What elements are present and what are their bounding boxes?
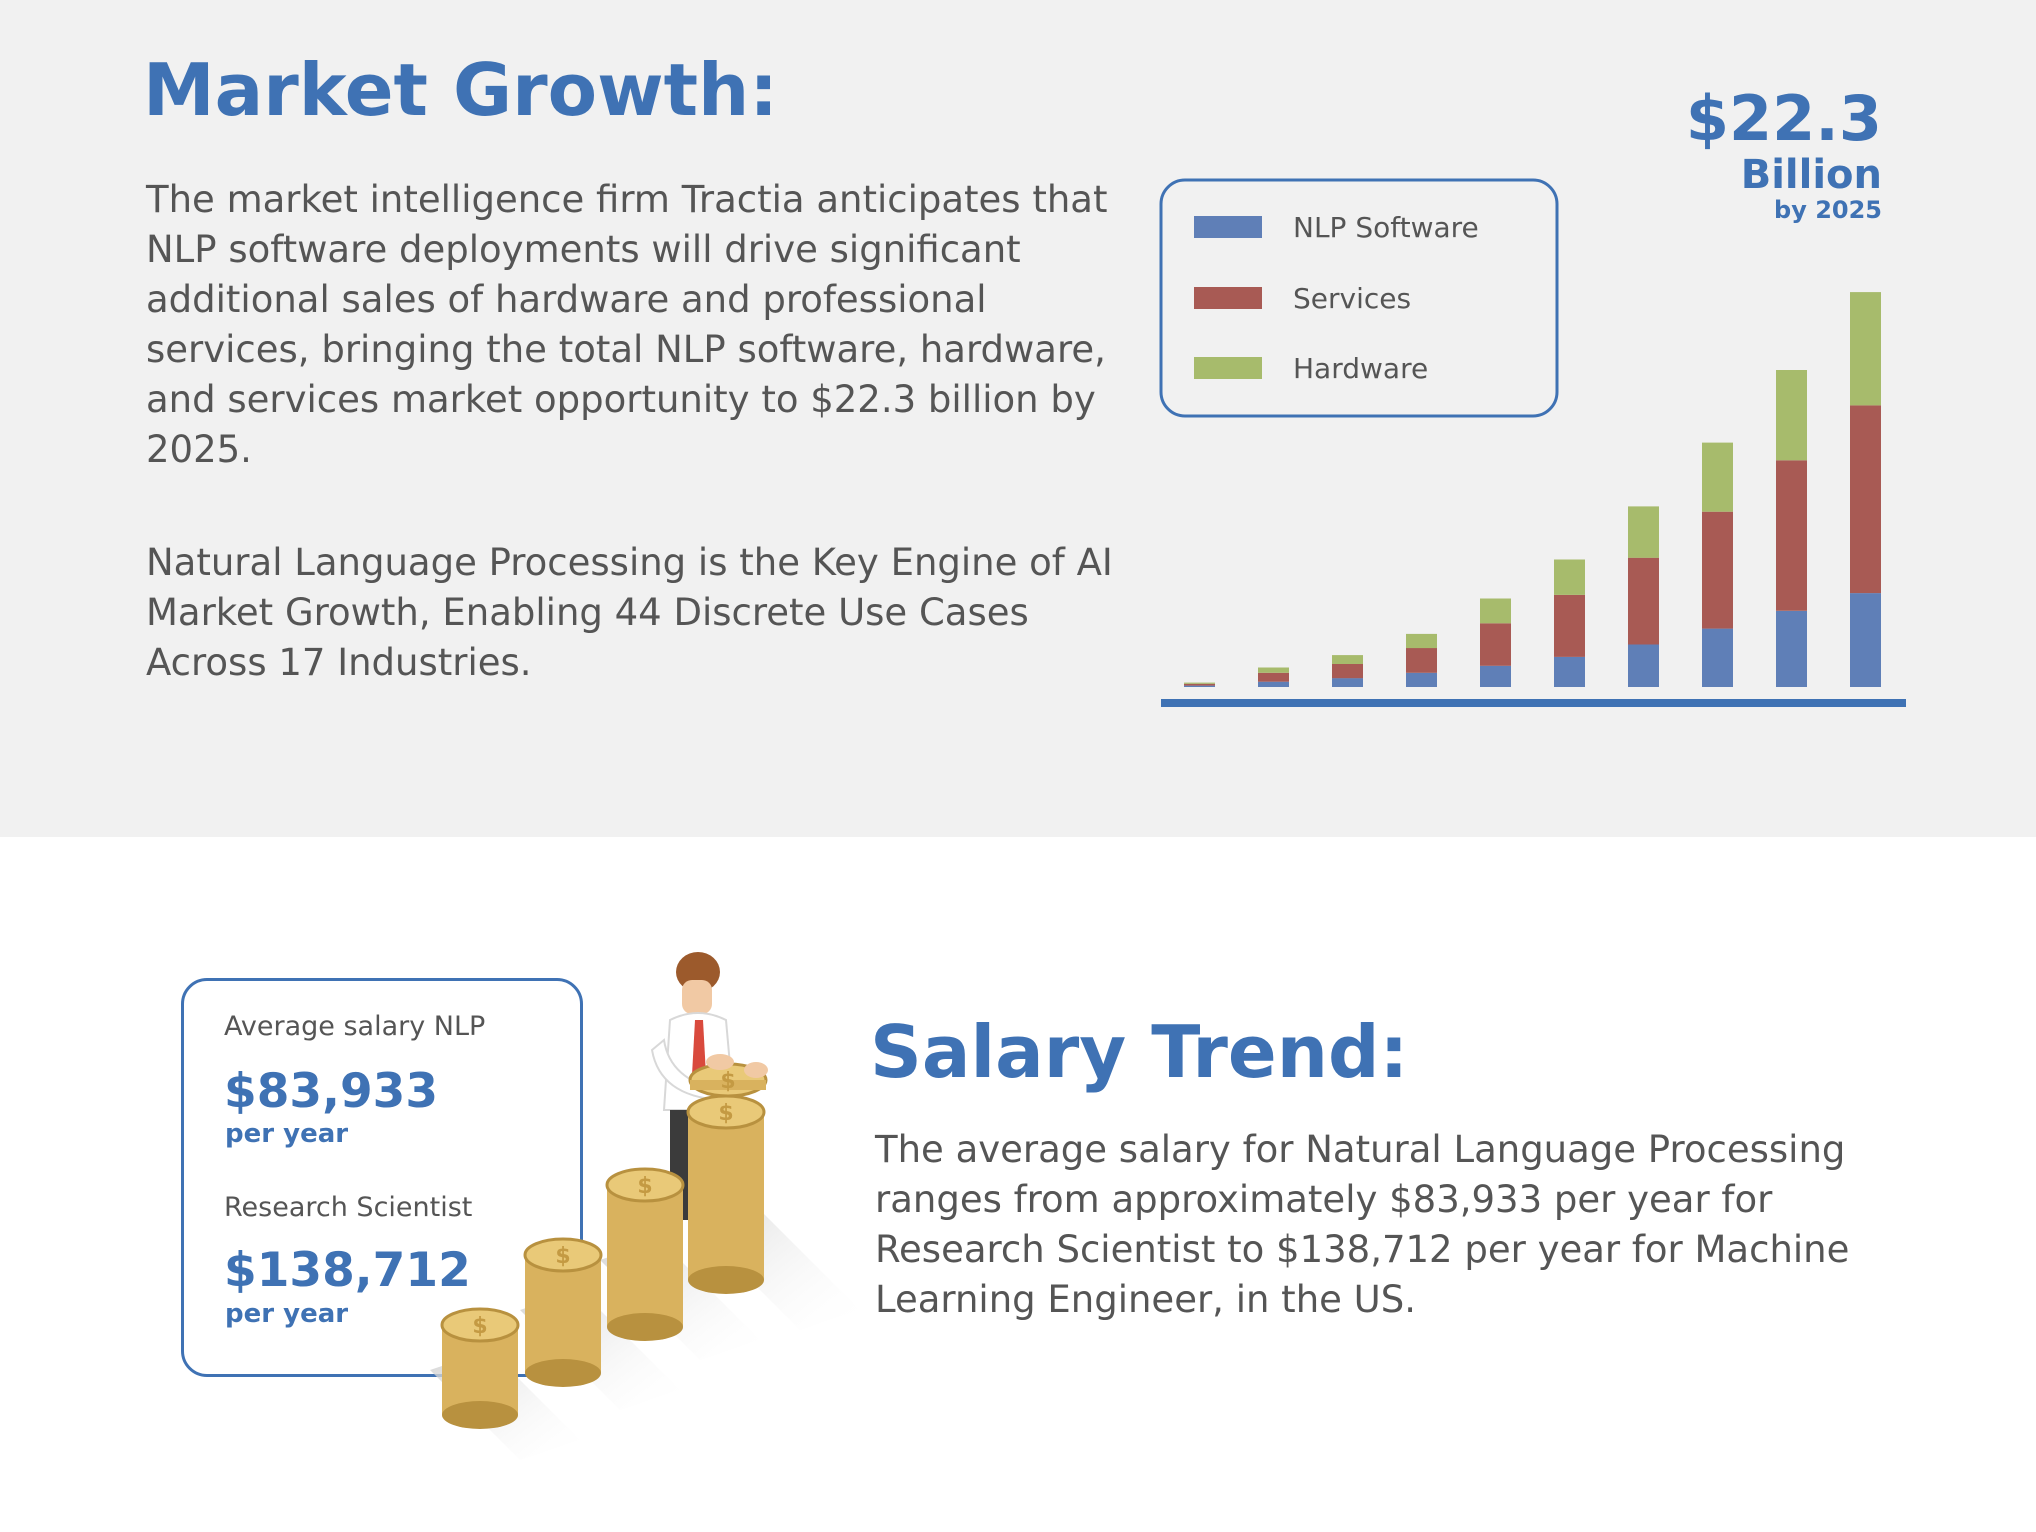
bar-segment-hardware-8 [1702,442,1733,512]
bar-segment-nlp-software-7 [1628,644,1659,687]
paragraph-line: 2025. [146,428,252,471]
total-value-year: by 2025 [1774,196,1882,224]
paragraph-line: additional sales of hardware and profess… [146,278,987,321]
average-salary-label: Average salary NLP [224,1011,486,1042]
businessman-stacking-coins-icon: $ $ $ $ $ [430,952,860,1460]
market-growth-chart: $22.3 Billion by 2025 NLP Software Servi… [1159,85,1906,707]
paragraph-line: NLP software deployments will drive sign… [146,228,1021,271]
svg-text:$: $ [555,1244,570,1269]
coin-stacks: $ $ $ $ $ [440,1054,768,1429]
research-scientist-label: Research Scientist [224,1192,473,1223]
bar-segment-services-9 [1776,460,1807,611]
bar-segment-services-4 [1406,648,1437,673]
bar-segment-nlp-software-10 [1850,593,1881,687]
bar-segment-hardware-1 [1184,682,1215,684]
salary-card: Average salary NLP $83,933 per year Rese… [181,978,583,1377]
paragraph-line: Across 17 Industries. [146,641,532,684]
bar-segment-nlp-software-9 [1776,610,1807,687]
paragraph-line: Learning Engineer, in the US. [875,1278,1416,1321]
legend-swatch-nlp-software [1194,216,1262,238]
bar-segment-hardware-3 [1332,655,1363,664]
svg-text:$: $ [718,1101,733,1126]
market-section-background [0,0,2036,837]
average-salary-unit: per year [225,1119,349,1149]
average-salary-value: $83,933 [224,1064,439,1119]
bar-segment-services-2 [1258,672,1289,682]
bar-segment-nlp-software-8 [1702,628,1733,687]
bar-segment-services-3 [1332,664,1363,679]
paragraph-line: services, bringing the total NLP softwar… [146,328,1106,371]
legend-swatch-hardware [1194,357,1262,379]
svg-text:$: $ [472,1314,487,1339]
paragraph-line: Research Scientist to $138,712 per year … [875,1228,1850,1271]
bar-segment-hardware-5 [1480,598,1511,624]
legend-frame [1159,178,1559,418]
market-paragraph-1: The market intelligence firm Tractia ant… [146,175,1107,475]
bar-segment-nlp-software-1 [1184,685,1215,687]
bar-segment-hardware-9 [1776,370,1807,461]
salary-paragraph: The average salary for Natural Language … [875,1125,1849,1325]
chart-legend: NLP Software Services Hardware [1159,178,1559,418]
legend-label-nlp-software: NLP Software [1293,211,1479,244]
bar-segment-services-10 [1850,405,1881,594]
paragraph-line: and services market opportunity to $22.3… [146,378,1096,421]
paragraph-line: Market Growth, Enabling 44 Discrete Use … [146,591,1029,634]
bar-segment-hardware-4 [1406,633,1437,649]
bar-segment-nlp-software-2 [1258,681,1289,687]
bar-segment-nlp-software-5 [1480,665,1511,687]
bar-segment-services-7 [1628,557,1659,645]
bar-segment-hardware-7 [1628,506,1659,558]
bar-segment-hardware-2 [1258,667,1289,673]
research-scientist-salary-unit: per year [225,1299,349,1329]
market-paragraph-2: Natural Language Processing is the Key E… [146,538,1113,688]
market-growth-title: Market Growth: [143,48,779,132]
chart-bars [1184,292,1881,687]
bar-segment-hardware-6 [1554,559,1585,595]
paragraph-line: Natural Language Processing is the Key E… [146,541,1113,584]
bar-segment-hardware-10 [1850,292,1881,406]
paragraph-line: The market intelligence firm Tractia ant… [146,178,1108,221]
total-value-unit: Billion [1741,152,1882,198]
legend-swatch-services [1194,287,1262,309]
salary-trend-title: Salary Trend: [870,1010,1409,1094]
svg-text:$: $ [637,1174,652,1199]
paragraph-line: ranges from approximately $83,933 per ye… [875,1178,1773,1221]
svg-text:$: $ [720,1069,735,1094]
bar-segment-nlp-software-3 [1332,678,1363,687]
paragraph-line: The average salary for Natural Language … [875,1128,1846,1171]
bar-segment-nlp-software-4 [1406,672,1437,687]
bar-segment-services-1 [1184,683,1215,686]
legend-label-hardware: Hardware [1293,352,1428,385]
bar-segment-services-6 [1554,594,1585,657]
research-scientist-salary-value: $138,712 [224,1243,471,1298]
x-axis-line [1161,699,1906,707]
bar-segment-services-8 [1702,511,1733,629]
bar-segment-services-5 [1480,623,1511,666]
total-value-callout: $22.3 [1686,85,1882,155]
bar-segment-nlp-software-6 [1554,656,1585,687]
legend-label-services: Services [1293,282,1411,315]
